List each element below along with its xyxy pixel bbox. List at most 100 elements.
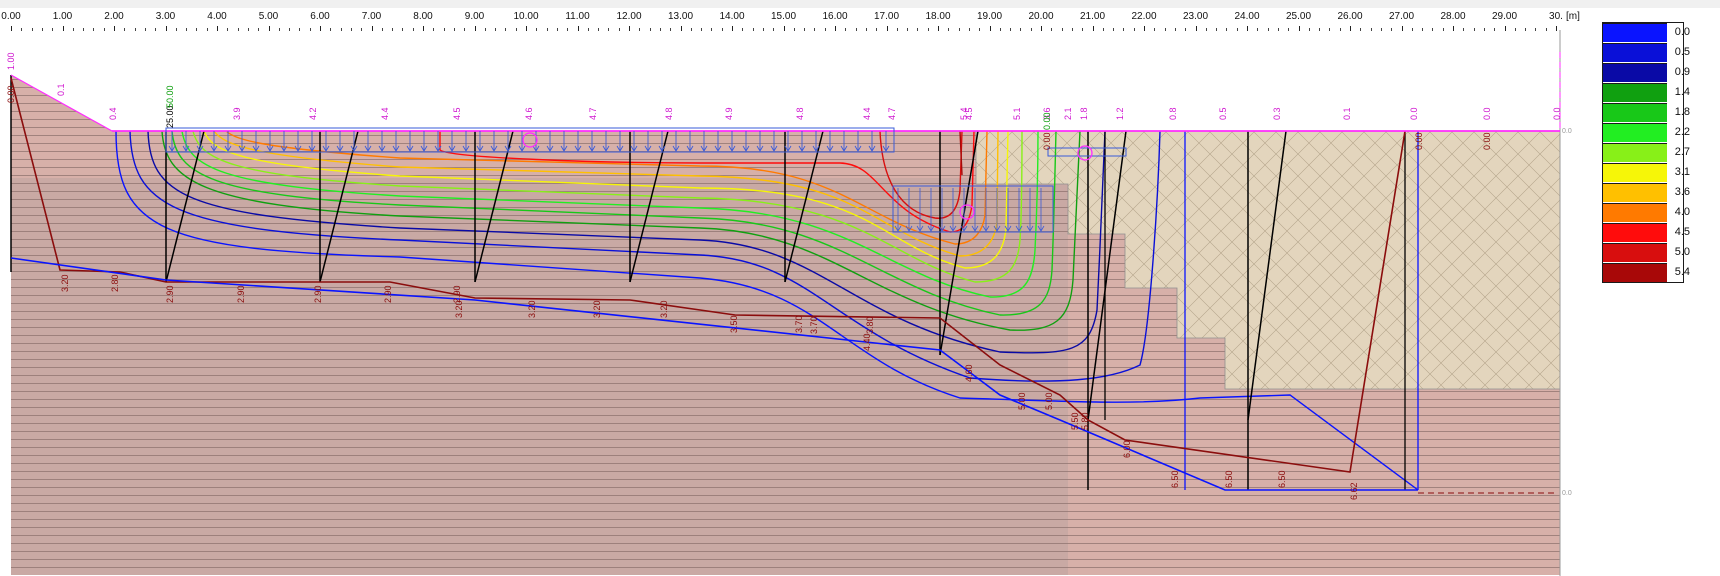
ruler-minor-tick xyxy=(793,28,795,31)
ruler-minor-tick xyxy=(917,28,919,31)
load-arrowhead xyxy=(616,145,624,152)
load-arrowhead xyxy=(905,225,913,232)
legend-row: 5.4 xyxy=(1602,262,1690,282)
load-value-label: 0.0 xyxy=(1482,107,1492,120)
depth-label: 2.80 xyxy=(110,274,120,292)
load-arrowhead xyxy=(448,145,456,152)
load-value-label: 0.0 xyxy=(1409,107,1419,120)
load-arrowhead xyxy=(854,145,862,152)
isoline xyxy=(181,130,1039,298)
color-legend: 0.0 0.5 0.9 1.4 1.8 2.2 2.7 3.1 3.6 4.0 4.5 5.0 5.4 xyxy=(1602,22,1690,283)
depth-label: 3.20 xyxy=(592,300,602,318)
ruler-minor-tick xyxy=(134,28,136,31)
ruler-tick xyxy=(1298,26,1300,31)
load-arrowhead xyxy=(182,145,190,152)
depth-label: 2.90 xyxy=(313,285,323,303)
load-arrowhead xyxy=(714,145,722,152)
ruler-tick xyxy=(526,26,527,31)
load-arrowhead xyxy=(742,145,750,152)
load-arrowhead xyxy=(350,145,358,152)
load-value-label: 1.2 xyxy=(1115,107,1125,120)
ruler-tick xyxy=(1401,26,1403,31)
ruler-tick-label: 5.00 xyxy=(258,11,279,22)
point-marker[interactable] xyxy=(959,204,975,220)
load-value-label: 4.7 xyxy=(588,107,598,120)
load-value-label: 2.1 xyxy=(1063,107,1073,120)
ruler-tick-label: 16.00 xyxy=(822,11,848,22)
ruler-minor-tick xyxy=(927,28,929,31)
legend-value: 3.1 xyxy=(1674,166,1690,178)
strip-load-box xyxy=(165,127,895,153)
ruler-minor-tick xyxy=(1380,28,1382,31)
load-arrowhead xyxy=(916,225,924,232)
legend-swatch xyxy=(1602,22,1667,42)
load-arrowhead xyxy=(927,225,935,232)
ruler-minor-tick xyxy=(464,28,466,31)
ruler-minor-tick xyxy=(721,28,723,31)
point-marker[interactable] xyxy=(1077,145,1093,161)
ruler-minor-tick xyxy=(1133,28,1135,31)
ruler-minor-tick xyxy=(1123,28,1125,31)
ruler-minor-tick xyxy=(876,28,878,31)
well-inclined xyxy=(629,130,669,283)
ruler-minor-tick xyxy=(330,28,332,31)
legend-row: 5.0 xyxy=(1602,242,1690,262)
embankment-load-box xyxy=(892,185,1054,233)
ruler-minor-tick xyxy=(690,28,692,31)
ruler-minor-tick xyxy=(968,28,970,31)
ruler-tick xyxy=(1247,26,1248,31)
ruler-minor-tick xyxy=(1082,28,1084,31)
isoline xyxy=(161,130,1081,331)
load-arrowhead xyxy=(700,145,708,152)
load-arrowhead xyxy=(672,145,680,152)
legend-row: 0.0 xyxy=(1602,22,1690,42)
load-value-label: 4.8 xyxy=(664,107,674,120)
load-arrowhead xyxy=(1037,225,1045,232)
legend-swatch xyxy=(1602,82,1667,102)
depth-label: 6.50 xyxy=(1170,470,1180,488)
ruler-tick xyxy=(1144,26,1145,31)
ruler-minor-tick xyxy=(1483,28,1485,31)
ruler-tick-label: 14.00 xyxy=(719,11,745,22)
load-arrowhead xyxy=(196,145,204,152)
ruler-minor-tick xyxy=(1545,28,1547,31)
ruler-tick-label: 18.00 xyxy=(925,11,951,22)
ruler-minor-tick xyxy=(1308,28,1310,31)
ruler-minor-tick xyxy=(1010,28,1012,31)
ruler-minor-tick xyxy=(1216,28,1218,31)
depth-label: 3.80 xyxy=(865,316,875,334)
ruler-minor-tick xyxy=(1339,28,1341,31)
ruler-minor-tick xyxy=(1257,28,1259,31)
depth-label: 5.00 xyxy=(1044,392,1054,410)
ruler-minor-tick xyxy=(1030,28,1032,31)
legend-swatch xyxy=(1602,262,1667,282)
ruler-minor-tick xyxy=(299,28,301,31)
load-value-label: 4.9 xyxy=(724,107,734,120)
load-arrowhead xyxy=(728,145,736,152)
ruler-minor-tick xyxy=(979,28,981,31)
well-inclined xyxy=(474,130,514,283)
ruler-minor-tick xyxy=(1319,28,1321,31)
load-value-label: 4.4 xyxy=(380,107,390,120)
well-inclined xyxy=(939,130,979,356)
point-marker[interactable] xyxy=(522,132,538,148)
legend-row: 4.5 xyxy=(1602,222,1690,242)
ruler-minor-tick xyxy=(639,28,641,31)
load-arrowhead xyxy=(574,145,582,152)
ruler-minor-tick xyxy=(340,28,342,31)
ruler-minor-tick xyxy=(1329,28,1331,31)
ruler-minor-tick xyxy=(93,28,95,31)
marker-label: 0.00 xyxy=(1042,112,1052,130)
depth-label: 6.50 xyxy=(1224,470,1234,488)
depth-label: 3.20 xyxy=(659,300,669,318)
legend-swatch xyxy=(1602,122,1667,142)
ruler-minor-tick xyxy=(618,28,620,31)
ruler-tick-label: 7.00 xyxy=(361,11,382,22)
ruler-minor-tick xyxy=(1525,28,1527,31)
ruler-minor-tick xyxy=(742,28,744,31)
load-arrowhead xyxy=(560,145,568,152)
well-inclined xyxy=(1087,130,1127,421)
ruler-tick xyxy=(886,26,888,31)
ruler-minor-tick xyxy=(958,28,960,31)
